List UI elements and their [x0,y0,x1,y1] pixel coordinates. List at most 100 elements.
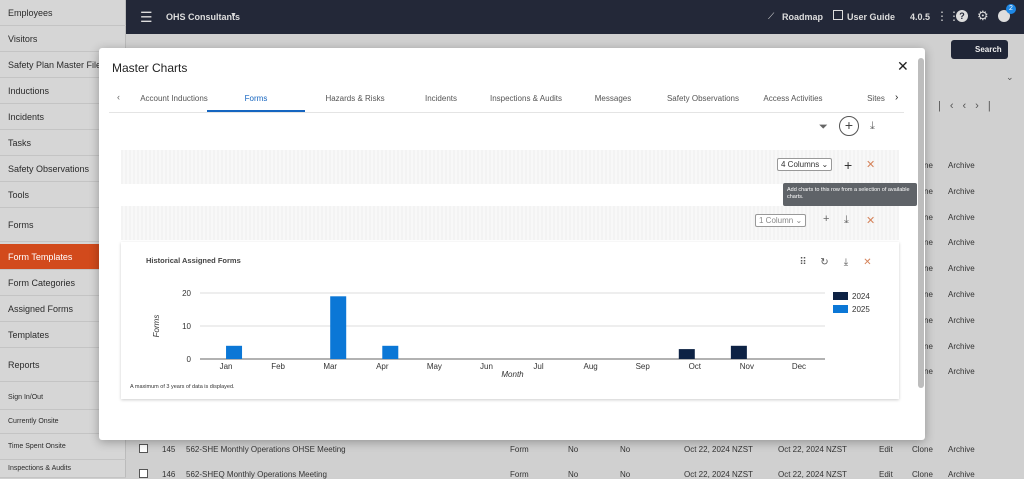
table-cell: No [620,470,631,479]
columns-select[interactable]: 1 Column ⌄ [755,214,807,227]
y-tick-label: 20 [182,289,191,298]
modal: Master Charts ✕ ‹ › ⏷ + ⤓ 4 Columns ⌄ + … [99,48,925,440]
sidebar-item[interactable]: Inspections & Audits [0,460,126,478]
add-row-button[interactable]: + [839,116,859,136]
tab-divider [109,112,904,113]
legend-swatch [833,305,848,313]
tab[interactable]: Access Activities [763,94,823,103]
sidebar-item[interactable]: Currently Onsite [0,410,126,434]
chart-tool-icon: ↻ [820,257,828,268]
scrollbar [918,58,924,388]
org-caret[interactable]: ▼ [230,12,237,19]
table-cell: Oct 22, 2024 NZST [778,445,847,454]
table-cell[interactable]: Edit [879,445,893,454]
bar [678,349,695,359]
tab-next[interactable]: › [895,92,899,103]
columns-value: 4 Columns [781,160,820,169]
archive-link[interactable]: Archive [948,212,975,222]
sidebar-item[interactable]: Forms [0,208,126,242]
x-tick-label: Apr [376,362,389,371]
remove-row-button[interactable]: ✕ [866,215,876,227]
tab[interactable]: Forms [207,90,305,112]
table-cell[interactable]: Clone [912,470,933,479]
user-guide-link[interactable]: User Guide [847,12,896,22]
y-tick-label: 10 [182,322,191,331]
archive-link[interactable]: Archive [948,341,975,351]
archive-link[interactable]: Archive [948,186,975,196]
archive-link[interactable]: Archive [948,238,975,248]
x-axis-label: Month [501,370,524,379]
guide-icon [833,10,843,20]
y-axis-label: Forms [152,315,161,338]
tab[interactable]: Account Inductions [140,94,208,103]
chart-card: Historical Assigned Forms ⠿ ↻ ⤓ ✕ 0 10 20 Forms M… [121,242,899,399]
tab[interactable]: Hazards & Risks [325,94,385,103]
sidebar-item[interactable]: Safety Observations [0,156,126,182]
org-name[interactable]: OHS Consultants [166,12,241,22]
tab-prev[interactable]: ‹ [117,92,120,102]
sidebar-item[interactable]: Visitors [0,26,126,52]
add-chart-button[interactable]: + [844,157,853,173]
roadmap-link[interactable]: Roadmap [782,12,824,22]
tab[interactable]: Inspections & Audits [489,94,563,103]
x-tick-label: Sep [636,362,651,371]
table-cell[interactable]: Edit [879,470,893,479]
table-cell: Oct 22, 2024 NZST [684,445,753,454]
x-tick-label: Dec [792,362,806,371]
x-tick-label: May [427,362,442,371]
tab[interactable]: Incidents [424,94,458,103]
table-cell[interactable]: Archive [948,470,975,479]
checkbox[interactable] [139,444,148,453]
table-cell[interactable]: Clone [912,445,933,454]
bar [330,296,347,359]
x-tick-label: Feb [271,362,285,371]
sidebar-item[interactable]: Tools [0,182,126,208]
notification-badge: 2 [1006,4,1016,14]
archive-link[interactable]: Archive [948,161,975,170]
archive-link[interactable]: Archive [948,264,975,274]
download-icon[interactable]: ⤓ [844,214,849,226]
sidebar-item[interactable]: Safety Plan Master File [0,52,126,78]
apps-icon[interactable]: ⋮⋮ [936,9,960,23]
help-icon[interactable]: ? [956,10,968,22]
sidebar-item[interactable]: Sign In/Out [0,386,126,410]
chart: Historical Assigned Forms ⠿ ↻ ⤓ ✕ 0 10 20 Forms M… [130,256,872,390]
tab[interactable]: Messages [594,94,632,103]
sidebar-item[interactable]: Form Categories [0,270,126,296]
sidebar-item[interactable]: Incidents [0,104,126,130]
add-chart-button[interactable]: + [823,213,830,225]
archive-link[interactable]: Archive [948,367,975,377]
x-tick-label: Mar [323,362,337,371]
tab[interactable]: Sites [867,94,885,103]
sidebar-item[interactable]: Templates [0,322,126,348]
sidebar-item[interactable]: Assigned Forms [0,296,126,322]
table-cell[interactable]: Archive [948,445,975,454]
legend-label: 2025 [852,305,870,314]
remove-row-button[interactable]: ✕ [866,159,876,171]
filter-icon[interactable]: ⏷ [819,121,828,133]
download-icon[interactable]: ⤓ [870,120,875,132]
close-button[interactable]: ✕ [897,58,909,74]
table-cell: Form [510,470,529,479]
menu-icon[interactable]: ☰ [140,9,153,25]
legend-label: 2024 [852,292,870,301]
columns-value: 1 Column [759,216,794,225]
checkbox[interactable] [139,469,148,478]
search-button[interactable]: Search [951,40,1008,59]
sidebar-item[interactable]: Time Spent Onsite [0,434,126,460]
bar [382,345,399,359]
settings-icon[interactable]: ⚙ [977,8,989,23]
archive-link[interactable]: Archive [948,290,975,299]
roadmap-icon: ⟋ [768,11,775,21]
tab[interactable]: Safety Observations [666,94,740,103]
columns-select[interactable]: 4 Columns ⌄ [777,158,833,171]
sidebar-item[interactable]: Employees [0,0,126,26]
sidebar-item[interactable]: Reports [0,348,126,382]
pagination[interactable]: |‹‹›| [938,100,1000,112]
sidebar-item[interactable]: Tasks [0,130,126,156]
sidebar-item[interactable]: Inductions [0,78,126,104]
chart-tool-icon: ⤓ [844,257,849,268]
archive-link[interactable]: Archive [948,315,975,325]
tooltip: Add charts to this row from a selection … [783,183,917,206]
dropdown-chevron[interactable]: ⌄ [1006,72,1014,82]
